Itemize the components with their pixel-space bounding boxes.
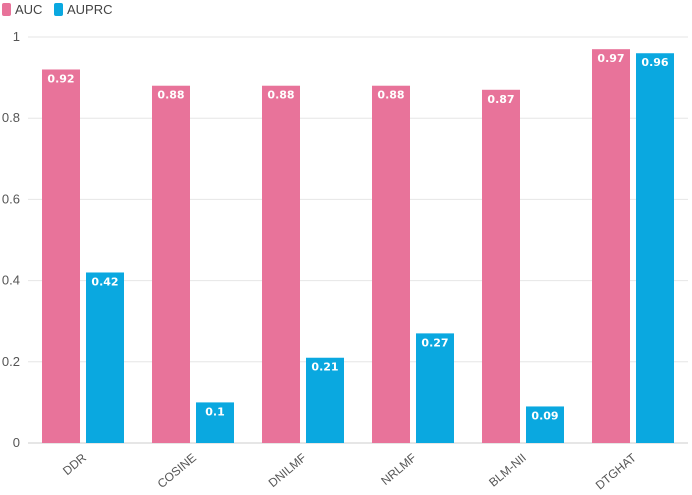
data-label: 0.96 xyxy=(641,56,668,69)
y-tick-label: 0 xyxy=(13,435,20,450)
bar-auc-blm-nii[interactable] xyxy=(482,89,520,443)
bar-auprc-blm-nii[interactable] xyxy=(526,406,564,443)
data-label: 0.27 xyxy=(421,336,448,349)
legend-swatch xyxy=(2,3,11,16)
legend-item-auc[interactable]: AUC xyxy=(2,2,42,17)
legend-label: AUPRC xyxy=(67,2,113,17)
y-tick-label: 0.4 xyxy=(2,273,20,288)
x-tick-label: BLM-NII xyxy=(486,451,529,490)
data-label: 0.92 xyxy=(47,72,74,85)
legend-label: AUC xyxy=(15,2,42,17)
data-label: 0.97 xyxy=(597,52,624,65)
bar-auc-cosine[interactable] xyxy=(152,85,190,443)
bar-auc-ddr[interactable] xyxy=(42,69,80,443)
x-axis: DDR COSINE DNILMF NRLMF BLM-NII DTGHAT xyxy=(60,450,639,492)
legend-item-auprc[interactable]: AUPRC xyxy=(54,2,113,17)
y-axis: 0 0.2 0.4 0.6 0.8 1 xyxy=(2,29,20,450)
bar-auprc-ddr[interactable] xyxy=(86,272,124,443)
data-label: 0.1 xyxy=(205,405,225,418)
bar-auc-nrlmf[interactable] xyxy=(372,85,410,443)
x-tick-label: DTGHAT xyxy=(593,450,640,492)
x-tick-label: COSINE xyxy=(155,451,199,491)
bar-auprc-cosine[interactable] xyxy=(196,402,234,443)
data-label: 0.42 xyxy=(91,275,118,288)
bars: 0.92 0.42 0.88 0.1 0.88 0.21 0.88 0.27 0.87 0.09 0… xyxy=(42,49,674,444)
data-label: 0.88 xyxy=(157,89,184,102)
bar-auprc-dnilmf[interactable] xyxy=(306,357,344,443)
data-label: 0.88 xyxy=(267,89,294,102)
bar-auprc-dtghat[interactable] xyxy=(636,53,674,444)
bar-auc-dnilmf[interactable] xyxy=(262,85,300,443)
legend[interactable]: AUC AUPRC xyxy=(2,2,113,17)
bar-auprc-nrlmf[interactable] xyxy=(416,333,454,443)
x-tick-label: DDR xyxy=(60,450,89,478)
y-tick-label: 1 xyxy=(13,29,20,44)
legend-swatch xyxy=(54,3,63,16)
data-label: 0.88 xyxy=(377,89,404,102)
y-tick-label: 0.2 xyxy=(2,354,20,369)
bar-auc-dtghat[interactable] xyxy=(592,49,630,444)
data-label: 0.21 xyxy=(311,361,338,374)
y-tick-label: 0.6 xyxy=(2,191,20,206)
grid-lines xyxy=(28,36,688,444)
data-label: 0.87 xyxy=(487,93,514,106)
x-tick-label: DNILMF xyxy=(266,451,309,490)
data-label: 0.09 xyxy=(531,409,558,422)
x-tick-label: NRLMF xyxy=(378,451,419,488)
y-tick-label: 0.8 xyxy=(2,110,20,125)
